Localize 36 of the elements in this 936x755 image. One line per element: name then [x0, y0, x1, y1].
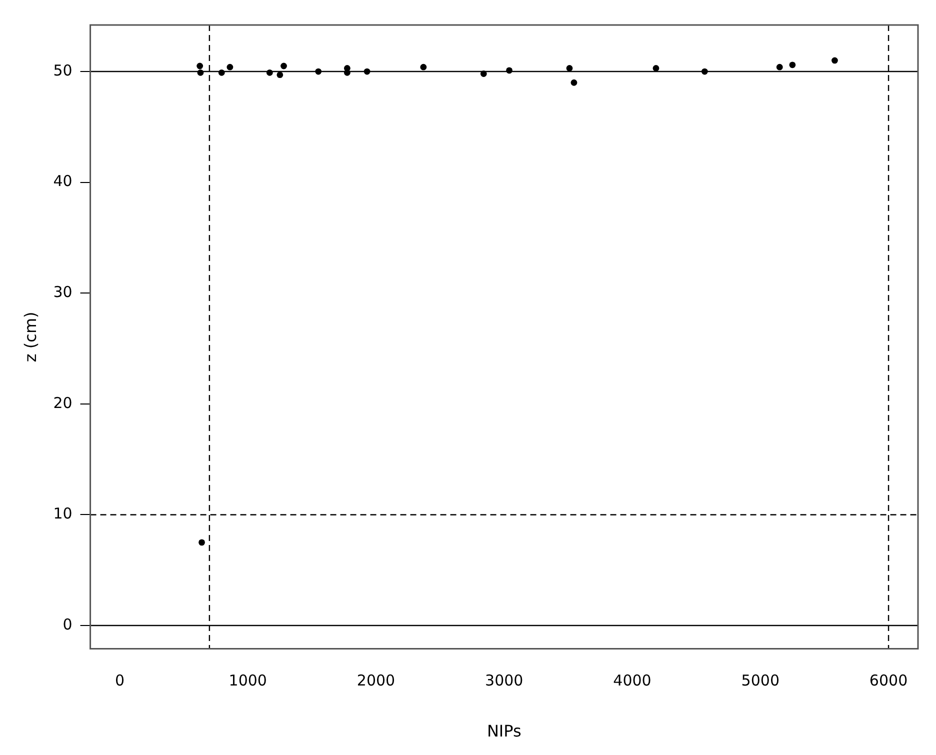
- point: [420, 64, 427, 70]
- y-tick-label: 20: [53, 394, 72, 412]
- point: [266, 69, 273, 76]
- x-tick-label: 0: [114, 672, 125, 690]
- point: [198, 539, 205, 546]
- x-tick-label: 5000: [741, 672, 780, 690]
- point: [789, 62, 796, 68]
- x-tick-label: 2000: [356, 672, 396, 690]
- y-axis-title: z (cm): [20, 312, 40, 362]
- x-tick-label: 6000: [869, 672, 908, 690]
- point: [218, 69, 225, 76]
- y-tick-label: 0: [62, 615, 72, 634]
- point: [701, 68, 708, 75]
- point: [280, 62, 287, 70]
- y-tick-label: 10: [53, 504, 72, 523]
- y-tick-label: 50: [53, 61, 72, 80]
- y-tick-label: 30: [53, 283, 72, 302]
- point: [652, 65, 660, 72]
- x-tick-label: 3000: [485, 672, 524, 690]
- point: [364, 68, 370, 75]
- point: [315, 68, 322, 75]
- point: [832, 57, 838, 64]
- point: [197, 69, 204, 76]
- point: [570, 79, 578, 86]
- point: [776, 64, 783, 70]
- point: [566, 65, 573, 72]
- point: [344, 69, 350, 76]
- y-tick-label: 40: [53, 172, 72, 190]
- x-axis-title: NIPs: [486, 722, 522, 741]
- point: [196, 62, 204, 70]
- x-tick-label: 1000: [228, 672, 267, 690]
- x-tick-label: 4000: [613, 672, 652, 690]
- point: [226, 64, 234, 70]
- point: [480, 70, 487, 77]
- point: [276, 72, 284, 78]
- point: [506, 67, 512, 74]
